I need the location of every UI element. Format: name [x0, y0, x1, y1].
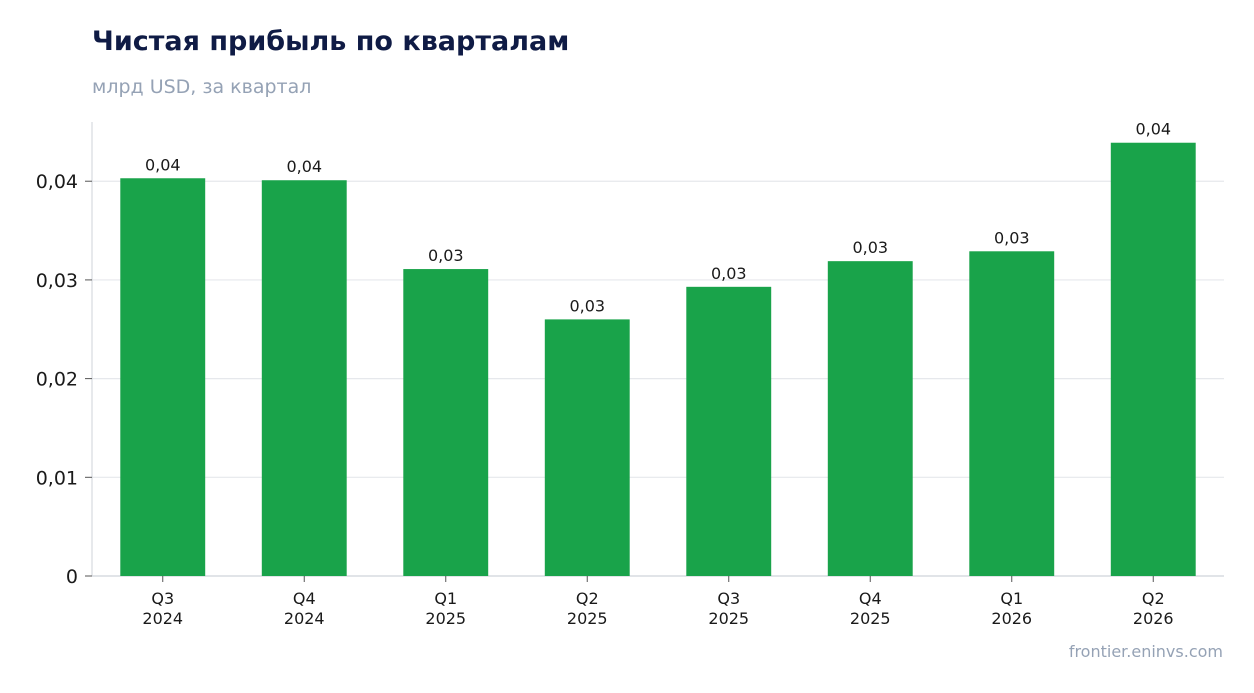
x-axis-ticks: Q3 2024 Q4 2024 Q1 2025 Q2 2025 Q3 2025 Q4 2025 Q1 20…: [142, 576, 1174, 628]
x-tick-label: Q4 2024: [284, 589, 325, 628]
x-tick-label: Q1 2025: [425, 589, 466, 628]
x-tick-label: Q2 2026: [1133, 589, 1174, 628]
y-axis-ticks: 0 0,01 0,02 0,03 0,04: [36, 171, 92, 588]
x-tick-label: Q2 2025: [567, 589, 608, 628]
y-tick-label: 0,04: [36, 171, 78, 193]
bar-data-label: 0,04: [1135, 120, 1171, 139]
y-tick-label: 0,03: [36, 270, 78, 292]
bars: [120, 142, 1196, 577]
x-tick-label: Q3 2024: [142, 589, 183, 628]
y-tick-label: 0: [66, 566, 78, 588]
bar: [544, 319, 630, 576]
source-credit: frontier.eninvs.com: [1068, 642, 1223, 661]
bar: [969, 251, 1055, 576]
bar: [686, 286, 772, 576]
data-labels: 0,04 0,04 0,03 0,03 0,03 0,03 0,03 0,04: [145, 120, 1171, 316]
bar-data-label: 0,03: [428, 246, 464, 265]
x-tick-label: Q4 2025: [850, 589, 891, 628]
bar: [1110, 142, 1196, 577]
bar-data-label: 0,04: [145, 155, 181, 174]
bar-data-label: 0,03: [569, 296, 605, 315]
bar: [403, 269, 489, 576]
y-tick-label: 0,01: [36, 467, 78, 489]
chart-title: Чистая прибыль по кварталам: [92, 26, 570, 57]
bar-data-label: 0,03: [994, 228, 1030, 247]
chart-subtitle: млрд USD, за квартал: [92, 76, 312, 98]
y-tick-label: 0,02: [36, 369, 78, 391]
bar-data-label: 0,04: [286, 157, 322, 176]
bar: [827, 261, 913, 576]
bar: [261, 180, 347, 576]
bar: [120, 178, 206, 576]
bar-data-label: 0,03: [852, 238, 888, 257]
x-tick-label: Q1 2026: [991, 589, 1032, 628]
x-tick-label: Q3 2025: [708, 589, 749, 628]
bar-data-label: 0,03: [711, 264, 747, 283]
